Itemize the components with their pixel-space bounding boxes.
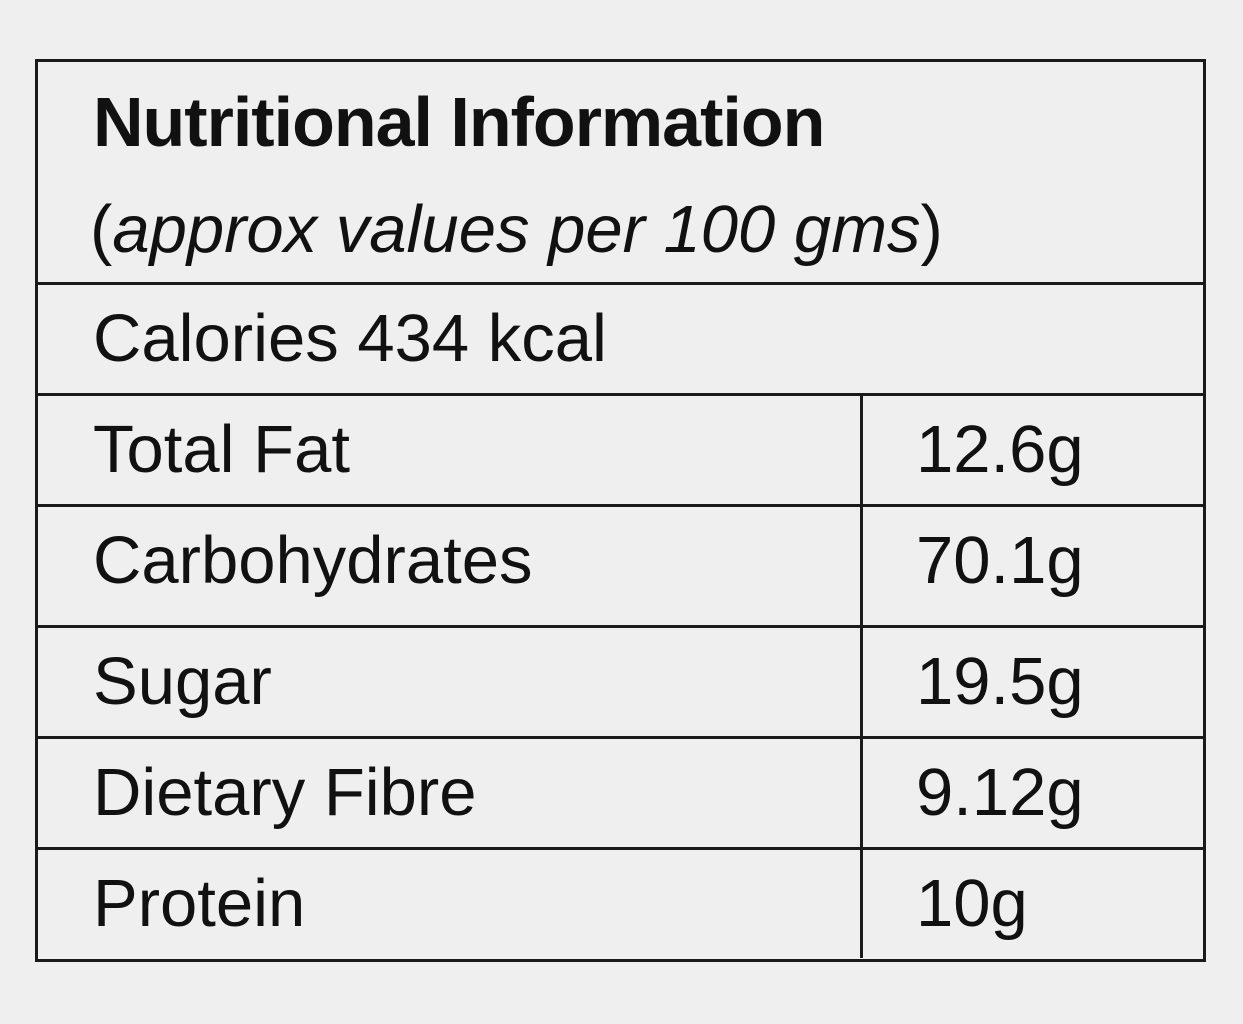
- nutrient-name: Total Fat: [93, 412, 350, 487]
- column-divider: [860, 628, 863, 736]
- table-row: Sugar 19.5g: [38, 628, 1203, 739]
- nutrient-value: 12.6g: [916, 412, 1084, 487]
- nutrient-value: 70.1g: [916, 523, 1084, 598]
- calories-text: Calories 434 kcal: [93, 301, 607, 376]
- nutrient-rows: Total Fat 12.6g Carbohydrates 70.1g Suga…: [38, 396, 1203, 958]
- nutrient-name: Dietary Fibre: [93, 755, 477, 830]
- table-row: Dietary Fibre 9.12g: [38, 739, 1203, 850]
- nutrient-name: Carbohydrates: [93, 523, 533, 598]
- subtitle-close-paren: ): [920, 192, 943, 267]
- nutrition-table: Nutritional Information (approx values p…: [35, 59, 1206, 962]
- subtitle-text: approx values per 100 gms: [112, 192, 921, 267]
- column-divider: [860, 850, 863, 958]
- calories-row: Calories 434 kcal: [38, 285, 1203, 396]
- subtitle-open-paren: (: [90, 192, 113, 267]
- table-row: Carbohydrates 70.1g: [38, 507, 1203, 628]
- table-row: Protein 10g: [38, 850, 1203, 958]
- column-divider: [860, 507, 863, 625]
- nutrient-name: Protein: [93, 866, 306, 941]
- column-divider: [860, 739, 863, 847]
- column-divider: [860, 396, 863, 504]
- nutrient-value: 10g: [916, 866, 1028, 941]
- table-row: Total Fat 12.6g: [38, 396, 1203, 507]
- nutrient-name: Sugar: [93, 644, 272, 719]
- table-header: Nutritional Information (approx values p…: [38, 62, 1203, 285]
- nutrient-value: 9.12g: [916, 755, 1084, 830]
- table-subtitle: (approx values per 100 gms): [90, 190, 943, 270]
- nutrient-value: 19.5g: [916, 644, 1084, 719]
- table-title: Nutritional Information: [93, 83, 825, 161]
